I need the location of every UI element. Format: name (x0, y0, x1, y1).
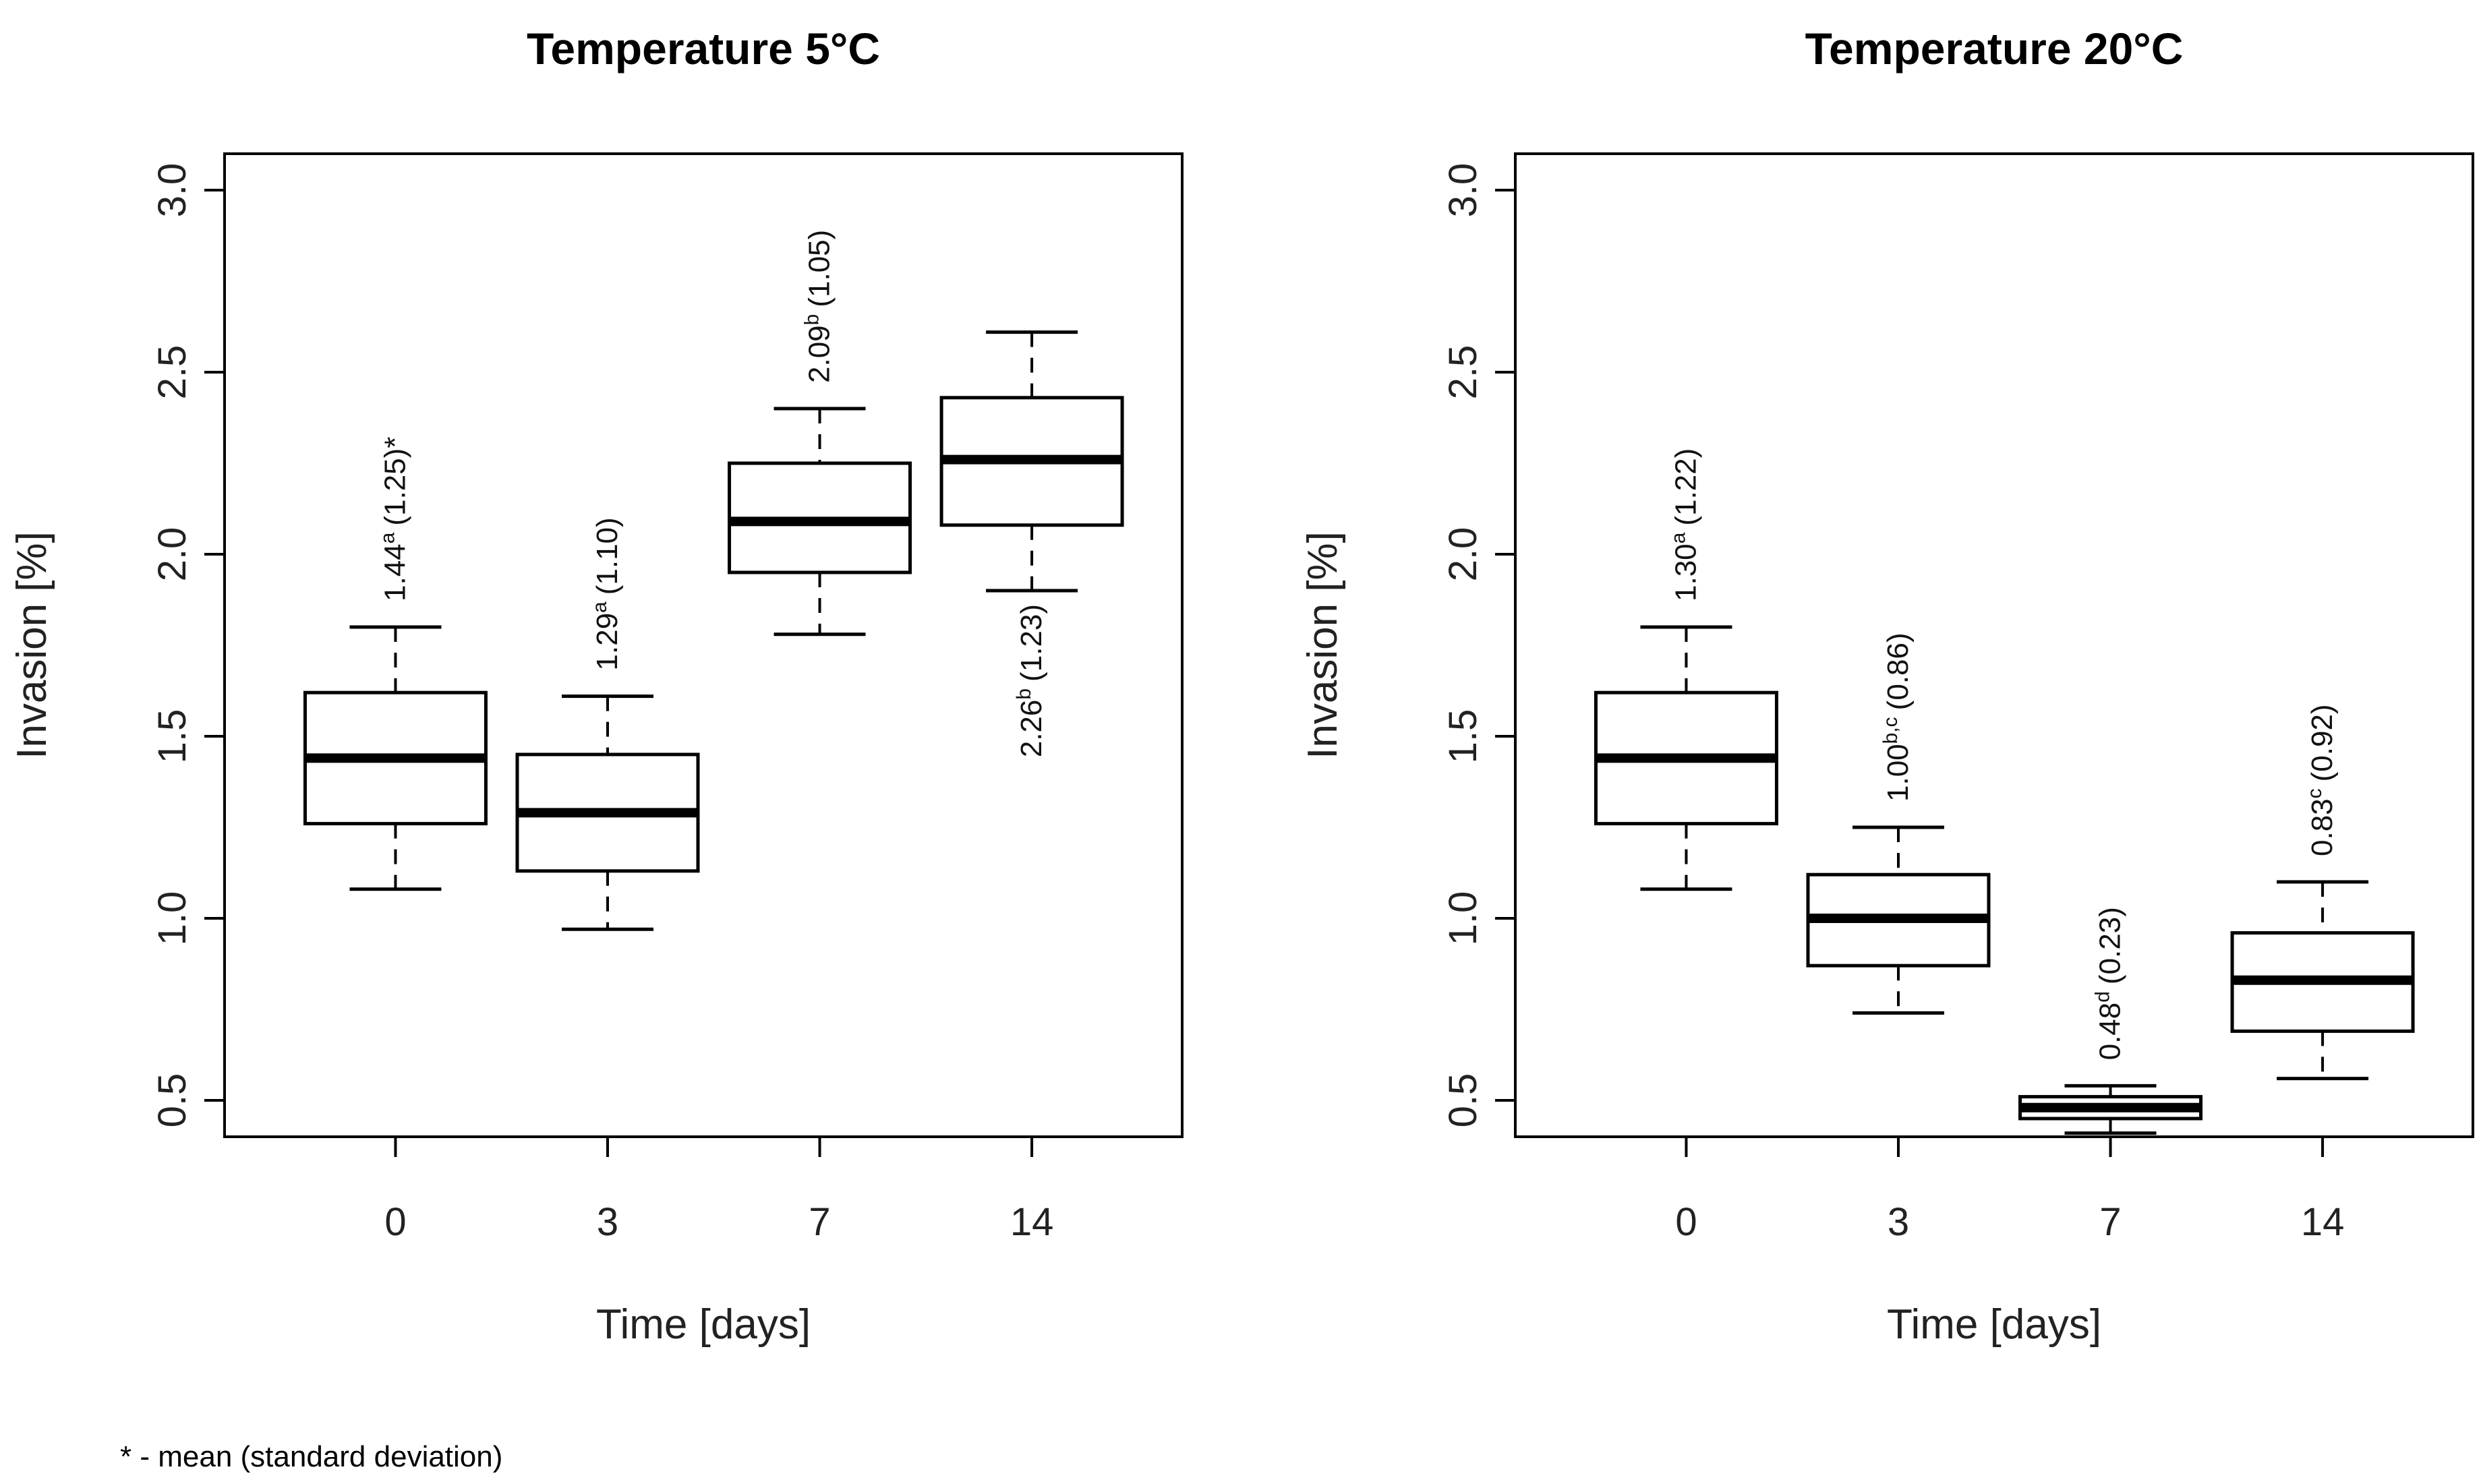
significance-letter: b (1013, 688, 1035, 700)
box-7: 7 0.48d (0.23) (2018, 907, 2203, 1244)
y-tick-label: 0.5 (150, 1073, 194, 1128)
mean-value: 2.26 (1015, 700, 1048, 758)
significance-letter: b (801, 314, 823, 326)
y-tick-label: 1.5 (1441, 709, 1485, 764)
mean-sd-annotation: 2.09b (1.05) (801, 230, 836, 383)
y-tick-label: 2.5 (150, 345, 194, 400)
box-14: 14 2.26b (1.23) (939, 330, 1124, 1244)
x-tick-label: 3 (597, 1200, 618, 1244)
plot-frame (223, 152, 1184, 1138)
mean-sd-annotation: 1.29a (1.10) (589, 517, 624, 670)
standard-deviation: (0.23) (2094, 907, 2127, 984)
standard-deviation: (1.23) (1015, 604, 1048, 682)
significance-letter: c (2304, 788, 2326, 798)
y-tick-label: 2.0 (150, 527, 194, 582)
y-tick-label: 1.5 (150, 709, 194, 764)
y-tick-label: 2.5 (1441, 345, 1485, 400)
significance-letter: a (376, 532, 399, 543)
mean-value: 1.00 (1881, 744, 1915, 802)
footnote-marker: * (378, 437, 411, 448)
mean-sd-annotation: 1.44a (1.25)* (376, 437, 411, 601)
x-axis-label: Time [days] (1887, 1301, 2101, 1348)
mean-sd-annotation: 0.48d (0.23) (2092, 907, 2127, 1060)
y-tick-label: 1.0 (150, 891, 194, 946)
x-tick-label: 14 (2301, 1200, 2345, 1244)
mean-value: 1.29 (591, 613, 624, 671)
box-14: 14 0.83c (0.92) (2230, 704, 2415, 1244)
y-tick-label: 3.0 (150, 163, 194, 218)
box-0: 0 1.44a (1.25)* (303, 437, 488, 1244)
standard-deviation: (1.05) (803, 230, 836, 307)
standard-deviation: (1.10) (591, 517, 624, 595)
mean-value: 2.09 (803, 325, 836, 383)
mean-value: 0.83 (2306, 798, 2339, 856)
significance-letter: b,c (1879, 717, 1902, 744)
x-tick-label: 14 (1010, 1200, 1054, 1244)
mean-sd-annotation: 0.83c (0.92) (2304, 704, 2339, 856)
chart-title: Temperature 5°C (527, 24, 880, 73)
box-3: 3 1.00b,c (0.86) (1806, 632, 1991, 1244)
mean-sd-annotation: 2.26b (1.23) (1013, 604, 1048, 757)
standard-deviation: (1.25) (378, 448, 411, 526)
significance-letter: d (2092, 991, 2114, 1003)
x-axis-label: Time [days] (596, 1301, 811, 1348)
y-axis-label: Invasion [%] (9, 531, 55, 759)
significance-letter: a (1667, 532, 1689, 543)
mean-value: 1.44 (378, 543, 411, 601)
chart-title: Temperature 20°C (1805, 24, 2184, 73)
plot-frame (1514, 152, 2474, 1138)
mean-sd-annotation: 1.30a (1.22) (1667, 448, 1702, 601)
y-axis-label: Invasion [%] (1300, 531, 1346, 759)
box-3: 3 1.29a (1.10) (515, 517, 700, 1244)
standard-deviation: (0.86) (1881, 632, 1915, 710)
x-tick-label: 7 (2099, 1200, 2121, 1244)
mean-value: 1.30 (1669, 543, 1702, 601)
mean-value: 0.48 (2094, 1003, 2127, 1061)
box-0: 0 1.30a (1.22) (1594, 448, 1778, 1244)
chart-panel-1: Temperature 20°C 0.5 1.0 1.5 2.0 2.5 3.0 Invasi… (1300, 24, 2474, 1348)
standard-deviation: (1.22) (1669, 448, 1702, 526)
significance-letter: a (589, 601, 611, 613)
x-tick-label: 0 (1675, 1200, 1697, 1244)
y-tick-label: 3.0 (1441, 163, 1485, 218)
footnote: * - mean (standard deviation) (120, 1440, 502, 1473)
chart-panel-0: Temperature 5°C 0.5 1.0 1.5 2.0 2.5 3.0 Invasio… (9, 24, 1184, 1348)
standard-deviation: (0.92) (2306, 704, 2339, 781)
x-tick-label: 3 (1888, 1200, 1909, 1244)
y-tick-label: 2.0 (1441, 527, 1485, 582)
mean-sd-annotation: 1.00b,c (0.86) (1879, 632, 1915, 802)
x-tick-label: 7 (809, 1200, 830, 1244)
y-tick-label: 1.0 (1441, 891, 1485, 946)
box-7: 7 2.09b (1.05) (728, 230, 912, 1244)
x-tick-label: 0 (384, 1200, 406, 1244)
y-tick-label: 0.5 (1441, 1073, 1485, 1128)
